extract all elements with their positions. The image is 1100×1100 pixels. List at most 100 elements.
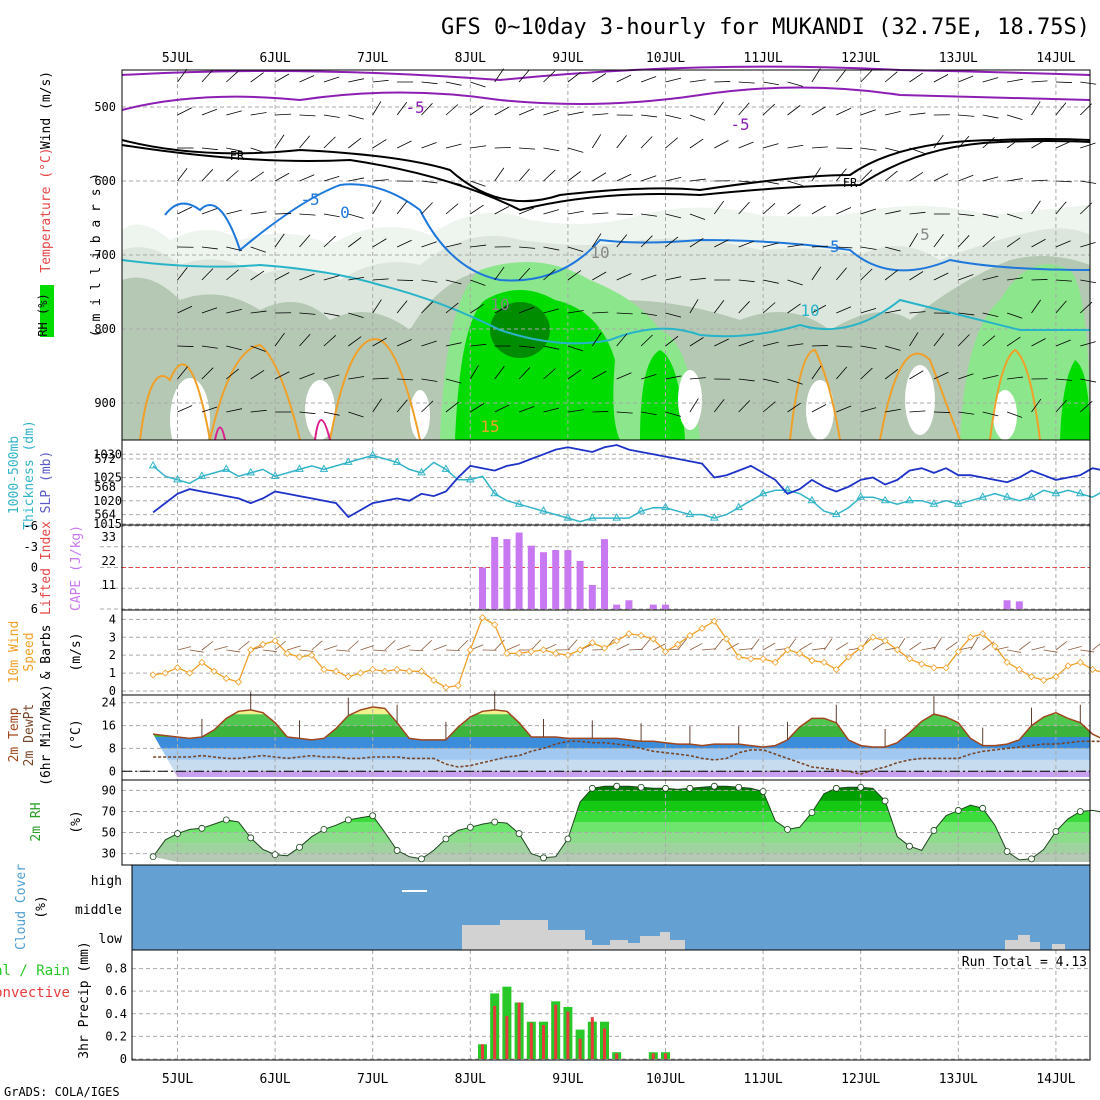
wind-barb: [982, 77, 999, 83]
wind-barb: [470, 279, 486, 286]
wind-barb-10m: [494, 639, 505, 651]
wind-barb: [518, 108, 534, 116]
cape-bar: [601, 539, 608, 609]
wind-barb: [1031, 101, 1041, 116]
temp-band-group: [153, 707, 1090, 777]
wind-barb: [543, 209, 559, 215]
wind-barb: [470, 403, 485, 413]
wind-10m-axis-label: (m/s): [69, 632, 84, 671]
wind-barb: [470, 180, 486, 187]
rh-marker: [296, 843, 303, 851]
wind-barb: [348, 376, 365, 380]
wind-speed-marker: [332, 667, 340, 675]
precip-total-label: Total / Rain: [0, 963, 70, 979]
rh-band: [153, 811, 1090, 822]
wind-barb: [543, 109, 559, 116]
wind-barb: [421, 400, 434, 413]
wind-barb-10m: [457, 639, 469, 651]
wind-barb: [543, 246, 560, 251]
cape-bar: [613, 604, 621, 609]
thickness-marker: [417, 467, 426, 476]
wind-barb: [201, 169, 214, 182]
wind-barb: [177, 405, 193, 413]
thickness-marker: [514, 499, 524, 507]
rh-marker: [759, 788, 767, 795]
wind-barb: [470, 303, 484, 314]
rh-marker: [198, 824, 206, 832]
date-label-bottom: 13JUL: [939, 1072, 978, 1087]
wind-speed-marker: [613, 637, 621, 645]
wind-barb: [1055, 279, 1072, 282]
wind-barb: [787, 105, 801, 116]
cape-bar: [527, 545, 535, 609]
wind-barb: [445, 378, 462, 384]
wind-barb: [933, 173, 949, 182]
wind-barb-10m: [799, 642, 812, 651]
thickness-marker: [1002, 492, 1012, 500]
wind-barb: [226, 246, 242, 251]
wind-barb: [787, 180, 803, 187]
wind-barb: [665, 375, 682, 380]
rh-dry-pocket: [410, 390, 430, 440]
wind-barb-10m: [1055, 641, 1068, 651]
wind-speed-marker: [576, 646, 584, 654]
thickness-marker: [563, 513, 573, 521]
wind-barb: [616, 234, 628, 248]
precip-convective-bar: [578, 1038, 582, 1059]
wind-barb: [299, 312, 316, 315]
slp-tick-label: 1020: [93, 494, 122, 508]
cape-bar: [552, 550, 560, 609]
thickness-marker: [831, 509, 841, 518]
wind-speed-marker: [1003, 658, 1011, 666]
wind-barb: [591, 233, 602, 248]
cape-bar: [564, 550, 572, 609]
wind-speed-marker: [954, 648, 962, 656]
wind-barb: [665, 312, 682, 318]
wind-barb: [1006, 114, 1023, 121]
date-label-bottom: 7JUL: [357, 1072, 388, 1087]
wind-barb: [396, 101, 408, 116]
wind-barb: [396, 201, 408, 215]
wind-barb: [665, 137, 679, 149]
wind-barb: [567, 71, 581, 83]
contour-label: 0: [340, 203, 350, 222]
wind-speed-marker: [527, 648, 535, 656]
wind-barb: [177, 107, 192, 116]
wind-barb: [762, 302, 776, 314]
wind-barb-10m: [384, 640, 396, 651]
wind-speed-marker: [198, 658, 206, 666]
wind-barb: [177, 68, 188, 83]
precip-convective-bar: [590, 1017, 594, 1059]
wind-barb: [689, 138, 704, 149]
wind-barb: [299, 372, 315, 380]
wind-barb-10m: [726, 642, 739, 651]
rh-marker: [832, 784, 840, 792]
wind-barb: [592, 212, 609, 215]
wind-speed-marker: [881, 637, 889, 645]
wind-barb: [836, 306, 852, 314]
wind-barb: [592, 73, 607, 83]
cape-bar: [625, 600, 633, 609]
wind-barb: [640, 334, 653, 347]
wind-barb: [1007, 78, 1023, 83]
wind-barb: [470, 105, 484, 116]
rh-band: [153, 786, 1090, 791]
wind-barb: [348, 78, 365, 83]
contour-label: 10: [800, 301, 819, 320]
contour-label: 10: [590, 243, 609, 262]
contour-label: FR: [230, 149, 245, 163]
wind-barb: [299, 114, 316, 117]
wind-barb-10m: [945, 641, 958, 651]
rh-marker: [662, 784, 669, 792]
wind-barb: [616, 173, 632, 182]
wind-barb: [1055, 339, 1071, 347]
wind-barb: [884, 71, 898, 83]
wind-barb: [616, 74, 632, 83]
rh-marker: [1076, 808, 1084, 815]
temp-unit-label: (°C): [69, 719, 84, 750]
wind-barb: [494, 404, 510, 413]
wind-barb: [885, 210, 901, 215]
date-label-top: 14JUL: [1036, 51, 1075, 66]
wind-barb: [591, 332, 602, 347]
wind-barb: [226, 170, 239, 182]
